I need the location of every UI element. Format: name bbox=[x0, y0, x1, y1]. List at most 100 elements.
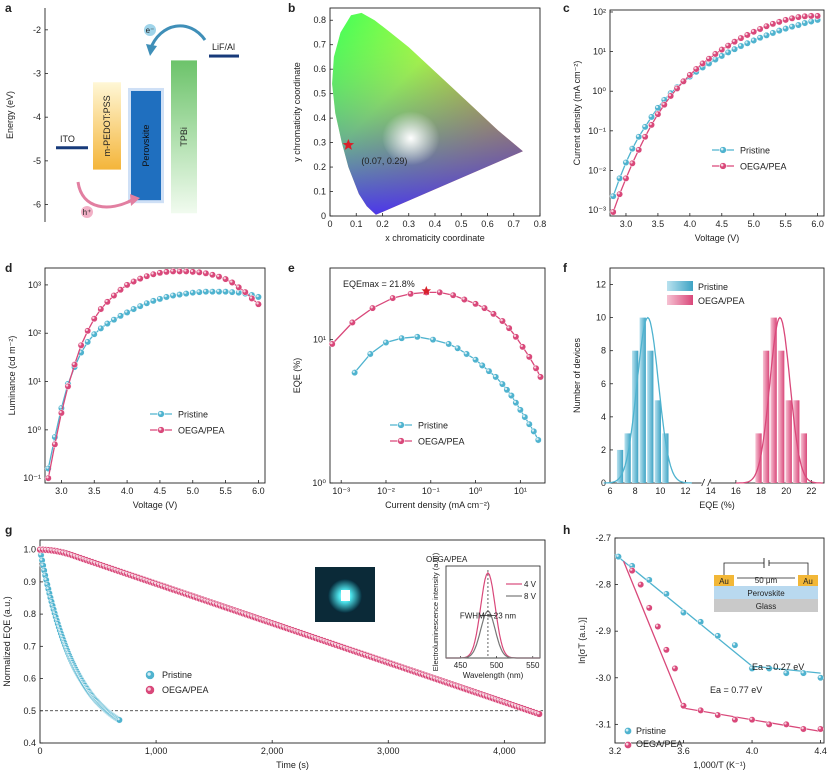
point-highlight bbox=[368, 351, 371, 355]
oega-pea-point bbox=[724, 42, 732, 50]
point-highlight bbox=[38, 552, 42, 556]
oega-pea-point bbox=[660, 101, 668, 109]
point-highlight bbox=[513, 400, 517, 404]
circuit-wire bbox=[723, 562, 764, 575]
pristine-point bbox=[169, 292, 177, 299]
pristine-point bbox=[622, 159, 630, 166]
panel-letter: d bbox=[5, 261, 12, 275]
inset-legend-label: 4 V bbox=[524, 580, 537, 589]
point-highlight bbox=[383, 340, 387, 343]
pristine-point bbox=[662, 590, 670, 598]
pristine-point bbox=[718, 52, 726, 60]
point-highlight bbox=[732, 643, 736, 646]
electron-badge bbox=[144, 24, 156, 36]
point-highlight bbox=[623, 160, 627, 163]
point-highlight bbox=[480, 363, 483, 366]
pristine-point bbox=[90, 330, 98, 338]
oega-pea-point bbox=[215, 273, 223, 281]
pristine-point bbox=[366, 350, 374, 358]
point-highlight bbox=[249, 292, 253, 296]
point-highlight bbox=[720, 163, 724, 167]
x-tick-label: 0.3 bbox=[402, 219, 415, 229]
inset-frame bbox=[445, 565, 541, 659]
pristine-point bbox=[801, 19, 809, 27]
oega-pea-point bbox=[71, 361, 79, 369]
point-highlight bbox=[783, 26, 786, 29]
y-tick-label: 10⁻² bbox=[588, 165, 606, 175]
y-axis-label: EQE (%) bbox=[292, 358, 302, 394]
y-tick-label: -3.1 bbox=[595, 719, 611, 729]
point-highlight bbox=[674, 86, 678, 89]
pristine-fit bbox=[614, 553, 821, 674]
pristine-point bbox=[743, 39, 751, 47]
y-axis-label: ln[σT (a.u.)] bbox=[577, 617, 587, 663]
point-highlight bbox=[617, 192, 620, 195]
oega-pea-point bbox=[241, 288, 249, 296]
point-highlight bbox=[216, 289, 220, 292]
point-highlight bbox=[623, 176, 627, 179]
pristine-point bbox=[454, 344, 462, 352]
oega-pea-point bbox=[248, 294, 256, 302]
point-highlight bbox=[370, 306, 373, 309]
pristine-bar bbox=[647, 350, 654, 483]
point-highlight bbox=[210, 289, 213, 292]
oega-pea-point bbox=[667, 92, 675, 100]
point-highlight bbox=[52, 434, 56, 438]
panel-f: 6 8 10 12 14 16 18 20 22 0 2 4 6 8 10 12 EQE (%) Number o… bbox=[572, 267, 825, 510]
pristine-point bbox=[123, 308, 131, 316]
oega-pea-point bbox=[705, 55, 713, 63]
legend-label: Pristine bbox=[178, 410, 208, 420]
point-highlight bbox=[617, 176, 620, 179]
oega-pea-point bbox=[436, 288, 444, 296]
oega-pea-fit bbox=[735, 316, 823, 484]
point-highlight bbox=[611, 194, 614, 197]
ea-pristine-label: Ea = 0.27 eV bbox=[752, 662, 804, 672]
y-tick-label: 10¹ bbox=[313, 335, 326, 345]
oega-pea-point bbox=[182, 267, 190, 275]
point-highlight bbox=[131, 279, 134, 282]
point-highlight bbox=[809, 19, 812, 22]
point-highlight bbox=[649, 114, 652, 118]
x-tick-label: 14 bbox=[706, 486, 716, 496]
pristine-point bbox=[103, 320, 111, 328]
point-highlight bbox=[533, 366, 537, 369]
pristine-point bbox=[516, 406, 524, 414]
point-highlight bbox=[85, 328, 89, 332]
pristine-point bbox=[189, 289, 197, 297]
point-highlight bbox=[398, 422, 402, 426]
panel-d: 3.0 3.5 4.0 4.5 5.0 5.5 6.0 10⁻¹ 10⁰ 10¹ 10² 10³ Vol… bbox=[7, 267, 266, 510]
y-tick-label: 0.5 bbox=[313, 89, 326, 99]
point-highlight bbox=[151, 272, 154, 275]
point-highlight bbox=[638, 582, 642, 585]
oega-pea-bar bbox=[778, 350, 785, 483]
oega-pea-point bbox=[799, 725, 807, 733]
point-highlight bbox=[801, 670, 804, 674]
pristine-point bbox=[156, 295, 164, 303]
oega-pea-point bbox=[328, 340, 336, 348]
pristine-point bbox=[485, 367, 493, 375]
y-axis-label: Number of devices bbox=[572, 337, 582, 413]
x-tick-label: 0.1 bbox=[350, 219, 363, 229]
x-axis-label: Current density (mA cm⁻²) bbox=[385, 500, 490, 510]
pristine-point bbox=[498, 380, 506, 388]
oega-pea-point bbox=[44, 474, 52, 482]
x-tick-label: 0 bbox=[37, 746, 42, 756]
point-highlight bbox=[46, 466, 49, 469]
y-tick-label: 0.4 bbox=[313, 113, 326, 123]
x-tick-label: 4.4 bbox=[814, 746, 827, 756]
point-highlight bbox=[158, 411, 162, 415]
x-tick-label: 8 bbox=[633, 486, 638, 496]
point-highlight bbox=[698, 708, 701, 711]
y-tick-label: 8 bbox=[601, 346, 606, 356]
point-highlight bbox=[749, 717, 753, 721]
oega-pea-point bbox=[782, 720, 790, 728]
pristine-point bbox=[530, 427, 538, 435]
point-highlight bbox=[111, 293, 115, 296]
oega-pea-point bbox=[189, 268, 197, 276]
hole-label: h⁺ bbox=[83, 208, 92, 217]
ito-label: ITO bbox=[60, 134, 75, 144]
point-highlight bbox=[46, 586, 49, 590]
x-tick-label: 10¹ bbox=[514, 486, 527, 496]
point-highlight bbox=[486, 369, 490, 372]
point-highlight bbox=[190, 290, 194, 293]
